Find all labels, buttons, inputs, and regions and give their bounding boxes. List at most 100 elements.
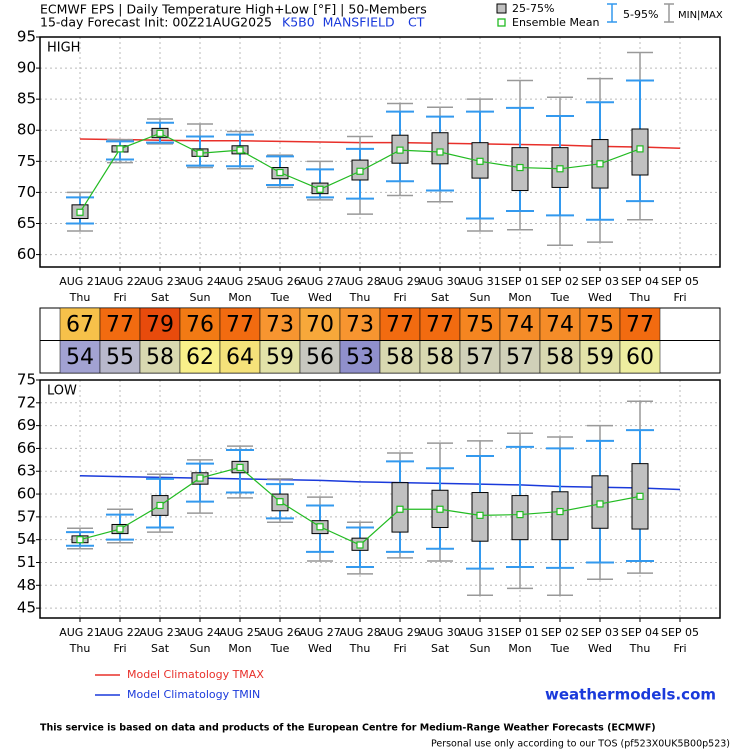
- y-tick-label: 65: [17, 214, 36, 232]
- weekday-label: Tue: [550, 291, 570, 304]
- x-tick-label: AUG 21: [59, 275, 101, 288]
- y-tick-label: 80: [17, 121, 36, 139]
- weekday-label: Mon: [508, 291, 531, 304]
- x-tick-label: AUG 31: [459, 626, 501, 639]
- y-tick-label: 45: [17, 599, 36, 617]
- weekday-label: Tue: [270, 291, 290, 304]
- mean-marker: [596, 160, 604, 168]
- mean-marker: [316, 185, 324, 193]
- table-cell: [59, 340, 101, 374]
- mean-marker: [516, 510, 524, 519]
- plot-area: [40, 37, 720, 267]
- subtitle: 15-day Forecast Init: 00Z21AUG2025: [40, 15, 272, 30]
- table-cell: [219, 340, 261, 374]
- mean-marker: [396, 505, 404, 513]
- table-cell: [259, 340, 301, 374]
- panel-label: LOW: [47, 384, 77, 399]
- table-value: 57: [506, 345, 534, 370]
- mean-marker: [636, 492, 644, 500]
- table-value: 67: [66, 312, 94, 337]
- mean-marker: [76, 536, 84, 544]
- mean-marker: [516, 163, 524, 172]
- x-tick-label: AUG 24: [179, 626, 221, 639]
- mean-marker: [356, 167, 364, 175]
- table-cell: [459, 340, 501, 374]
- x-tick-label: AUG 26: [259, 275, 301, 288]
- mean-marker: [116, 145, 124, 153]
- credit: weathermodels.com: [545, 686, 716, 704]
- table-cell: [539, 340, 581, 374]
- mean-marker: [236, 463, 244, 472]
- table-value: 58: [546, 345, 574, 370]
- x-tick-label: AUG 22: [99, 626, 141, 639]
- legend-tmin: Model Climatology TMIN: [127, 688, 260, 701]
- climatology-line: [79, 475, 681, 491]
- iqr-box: [551, 491, 569, 541]
- y-tick-label: 54: [17, 530, 36, 548]
- table-value: 77: [226, 312, 254, 337]
- mean-marker: [156, 129, 164, 137]
- table-value: 75: [466, 312, 494, 337]
- weekday-label: Thu: [69, 291, 91, 304]
- x-tick-label: AUG 30: [419, 626, 461, 639]
- weekday-label: Fri: [673, 291, 686, 304]
- table-value: 56: [306, 345, 334, 370]
- y-tick-label: 66: [17, 439, 36, 457]
- x-tick-label: AUG 24: [179, 275, 221, 288]
- weekday-label: Mon: [228, 642, 251, 655]
- y-tick-label: 95: [17, 28, 36, 46]
- plot-frame: [39, 36, 721, 268]
- table-cell: [619, 340, 661, 374]
- x-tick-label: AUG 31: [459, 275, 501, 288]
- mean-marker: [156, 501, 164, 510]
- y-tick-label: 57: [17, 507, 36, 525]
- mean-marker: [276, 498, 284, 506]
- weekday-label: Wed: [308, 291, 332, 304]
- mean-marker: [556, 165, 564, 173]
- table-value: 79: [146, 312, 174, 337]
- mean-marker: [636, 145, 644, 153]
- mean-marker: [196, 149, 204, 157]
- weekday-label: Fri: [113, 291, 126, 304]
- x-tick-label: AUG 28: [339, 626, 381, 639]
- y-tick-label: 85: [17, 90, 36, 108]
- x-tick-label: AUG 27: [299, 275, 341, 288]
- weekday-label: Thu: [69, 642, 91, 655]
- table-cell: [339, 307, 381, 341]
- x-tick-label: AUG 27: [299, 626, 341, 639]
- iqr-box: [431, 132, 449, 165]
- table-value: 54: [66, 345, 94, 370]
- title: ECMWF EPS | Daily Temperature High+Low […: [40, 2, 427, 17]
- weekday-label: Mon: [508, 642, 531, 655]
- table-value: 73: [266, 312, 294, 337]
- x-tick-label: SEP 03: [581, 626, 619, 639]
- table-cell: [379, 340, 421, 374]
- mean-marker: [316, 523, 324, 531]
- table-value: 60: [626, 345, 654, 370]
- weekday-label: Tue: [550, 642, 570, 655]
- table-cell: [299, 307, 341, 341]
- y-tick-label: 70: [17, 183, 36, 201]
- footer-tos: Personal use only according to our TOS (…: [431, 739, 730, 750]
- weekday-label: Fri: [393, 642, 406, 655]
- footer-note: This service is based on data and produc…: [40, 723, 656, 734]
- table-value: 75: [586, 312, 614, 337]
- x-tick-label: SEP 03: [581, 275, 619, 288]
- table-value: 74: [506, 312, 534, 337]
- table-value: 58: [146, 345, 174, 370]
- y-tick-label: 51: [17, 553, 36, 571]
- weekday-label: Fri: [393, 291, 406, 304]
- weekday-label: Wed: [588, 291, 612, 304]
- weekday-label: Sat: [151, 291, 170, 304]
- mean-marker: [396, 146, 404, 154]
- table-value: 76: [186, 312, 214, 337]
- table-cell: [59, 307, 101, 341]
- weekday-label: Thu: [629, 642, 651, 655]
- y-tick-label: 48: [17, 576, 36, 594]
- table-value: 74: [546, 312, 574, 337]
- x-tick-label: AUG 29: [379, 626, 421, 639]
- x-tick-label: SEP 02: [541, 275, 579, 288]
- x-tick-label: SEP 04: [621, 626, 659, 639]
- weekday-label: Wed: [588, 642, 612, 655]
- table-value: 77: [106, 312, 134, 337]
